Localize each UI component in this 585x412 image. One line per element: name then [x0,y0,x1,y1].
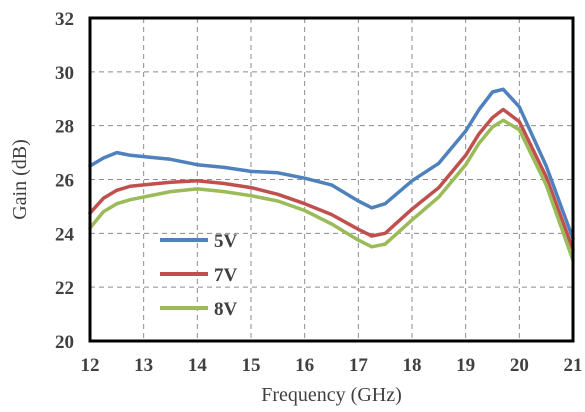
x-tick-label: 12 [81,355,100,376]
x-tick-label: 14 [188,355,208,376]
x-tick-label: 19 [456,355,475,376]
legend: 5V 7V 8V [160,231,238,320]
x-tick-label: 21 [564,355,583,376]
y-axis-tick-labels: 20 22 24 26 28 30 32 [55,9,75,353]
plot-area-frame [88,16,575,343]
y-tick-label: 28 [55,117,74,138]
y-axis-title: Gain (dB) [9,139,31,220]
x-tick-label: 16 [295,355,314,376]
series-line-8v [88,118,575,263]
series-lines [88,87,575,263]
legend-label-7v: 7V [214,265,238,286]
y-tick-label: 24 [55,224,75,245]
y-tick-label: 20 [55,332,74,353]
x-tick-label: 18 [403,355,422,376]
y-tick-label: 32 [55,9,74,30]
x-tick-label: 15 [242,355,261,376]
y-tick-label: 30 [55,63,74,84]
x-tick-label: 13 [134,355,153,376]
series-line-5v [88,87,575,241]
legend-label-5v: 5V [214,231,238,252]
y-tick-label: 26 [55,171,74,192]
x-tick-label: 17 [349,355,369,376]
y-tick-label: 22 [55,278,74,299]
gridlines [90,18,573,341]
legend-label-8v: 8V [214,299,238,320]
x-axis-title: Frequency (GHz) [261,384,402,406]
series-line-7v [88,107,575,252]
x-axis-tick-labels: 12 13 14 15 16 17 18 19 20 21 [81,355,583,376]
x-tick-label: 20 [510,355,529,376]
